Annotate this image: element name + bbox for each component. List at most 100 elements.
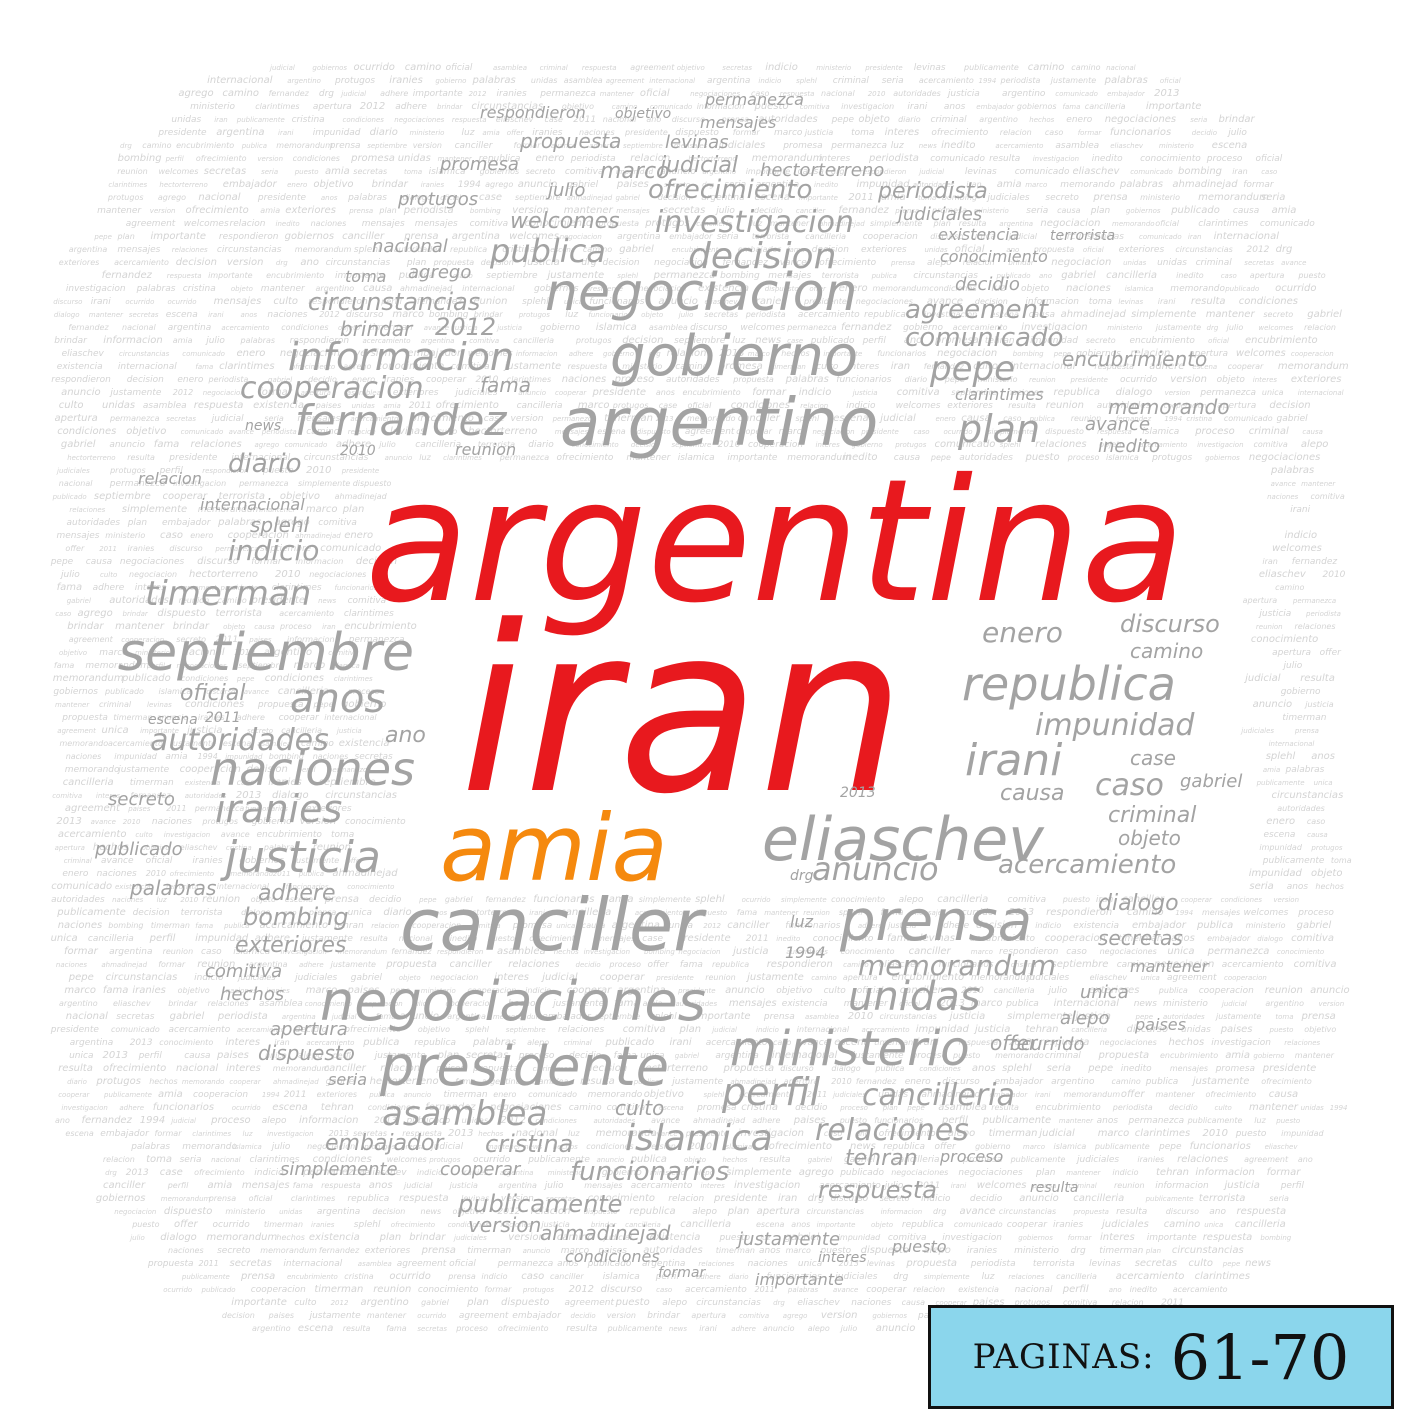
filler-word: acercamiento [798,310,860,320]
filler-word: fernandez [319,1246,360,1255]
filler-word: levinas [965,167,997,177]
filler-word: ocurrido [232,1104,261,1112]
filler-word: relaciones [508,959,559,970]
filler-word: naciones [226,987,258,995]
filler-word: presidente [860,428,898,436]
filler-word: irani [1290,505,1310,515]
filler-word: conocimiento [1140,154,1201,164]
filler-word: paises [793,1115,826,1126]
filler-word: cristina [292,115,325,125]
filler-word: avance [551,142,576,150]
filler-word: iranies [1053,1220,1083,1230]
filler-word: paises [972,1297,1005,1308]
filler-word: 2013 [130,1038,153,1048]
filler-word: cancilleria [937,894,988,905]
filler-word: camino [1275,583,1304,592]
filler-word: iranies [497,89,527,99]
filler-word: version [1165,389,1191,397]
filler-word: islamica [159,687,192,696]
filler-word: ano [1039,272,1052,280]
filler-word: memorandum [198,505,262,515]
word-relaciones: relaciones [815,1113,969,1148]
filler-word: cooperar [736,427,772,436]
filler-word: internacional [772,1050,838,1061]
filler-word: fernandez [102,270,153,281]
filler-word: secretas [1135,1258,1177,1269]
filler-word: relacion [800,402,828,410]
filler-word: iranies [311,1221,335,1229]
filler-word: causa [902,1298,926,1307]
word-respondieron: respondieron [480,103,586,122]
word-unidas: unidas [848,974,981,1020]
filler-word: existencia [958,1285,999,1294]
filler-word: secretas [417,1325,447,1333]
filler-word: eliaschev [1259,569,1307,580]
filler-word: adhere [237,713,265,722]
filler-word: presidente [592,387,647,398]
filler-word: unidas [102,400,135,411]
filler-word: protugos [644,218,690,229]
filler-word: funcionarios [533,894,594,905]
filler-word: publicado [104,687,144,696]
filler-word: timerman [1099,1246,1143,1256]
filler-word: clarintimes [334,675,373,683]
filler-word: existencia [253,400,304,411]
filler-word: 1994 [1175,909,1193,917]
filler-word: acercamiento [1173,1285,1228,1294]
filler-word: naciones [313,752,349,761]
filler-word: protugos [428,1156,461,1164]
filler-word: comunicado [1015,167,1070,177]
filler-word: acercamiento [706,1038,768,1048]
filler-word: dispuesto [157,608,205,619]
filler-word: timerman [444,1090,488,1100]
word-islamica: islamica [625,1118,773,1159]
filler-word: inedito [1121,1064,1152,1074]
filler-word: objeto [1099,440,1124,449]
filler-word: memorando [230,870,273,878]
filler-word: publica [398,270,435,281]
filler-word: internacional [207,75,273,86]
filler-word: publicado [587,1259,632,1269]
filler-word: luz [462,128,475,138]
filler-word: naciones [56,961,88,969]
filler-word: ahmadinejad [819,220,865,228]
filler-word: inedito [941,140,975,151]
filler-word: camino [1112,1077,1141,1086]
filler-word: interes [225,1037,260,1048]
filler-word: clarintimes [1135,1128,1190,1139]
filler-word: argentino [264,647,312,658]
filler-word: gabriel [67,597,91,605]
filler-word: ministerio [421,987,456,995]
filler-word: naciones [267,310,307,320]
filler-word: relaciones [1295,622,1336,631]
filler-word: julio [678,311,694,319]
filler-word: welcomes [977,1180,1027,1191]
filler-word: informacion [287,635,335,644]
filler-word: circunstancias [325,790,397,801]
word-anuncio: anuncio [812,850,939,888]
filler-word: gobierno [1253,1052,1284,1060]
filler-word: resulta [566,1324,597,1334]
filler-word: enero [62,869,88,879]
filler-word: avance [1281,259,1306,267]
word-indicio: indicio [228,534,319,567]
filler-word: septiembre [672,441,712,449]
filler-word: canciller [342,231,385,242]
filler-word: mensajes [242,1180,290,1191]
filler-word: funcionarios [286,883,329,891]
filler-word: timerman [604,413,653,424]
filler-word: gabriel [785,1232,820,1243]
filler-word: seria [1026,206,1048,216]
filler-word: ocurrido [213,1220,251,1230]
filler-word: unidas [462,1116,489,1125]
filler-word: discurso [831,1194,869,1204]
filler-word: cristina [502,245,535,255]
filler-word: impunidad [916,1024,970,1035]
filler-word: internacional [217,882,270,891]
filler-word: ofrecimiento [498,1324,549,1333]
filler-word: justamente [546,270,605,281]
filler-word: memorando [60,739,109,748]
filler-word: respondieron [1046,907,1112,918]
filler-word: indicio [846,401,876,411]
filler-word: anuncio [518,179,558,190]
